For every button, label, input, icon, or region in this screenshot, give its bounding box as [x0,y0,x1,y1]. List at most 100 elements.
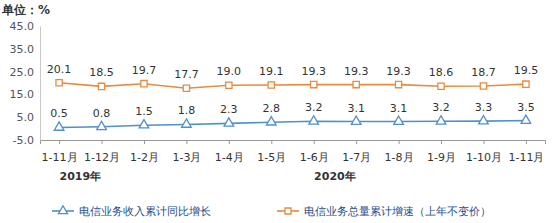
data-label: 19.7 [132,64,157,77]
series-marker [141,81,147,87]
x-tick-mark [356,140,357,144]
x-tick: 1-10月 [466,140,502,164]
year-label: 2020年 [314,170,356,183]
y-tick: 25.0 [10,66,41,79]
x-tick-mark [59,140,60,144]
series-line [59,121,526,128]
x-tick-mark [102,140,103,144]
x-tick-mark [144,140,145,144]
series-marker [266,117,276,125]
legend-marker [285,208,291,214]
x-tick-label: 1-3月 [172,151,201,164]
y-axis-title: 单位：% [1,3,50,17]
x-tick-mark [314,140,315,144]
x-tick-label: 1-7月 [342,151,371,164]
series-marker [97,121,107,129]
data-label: 18.6 [429,66,454,79]
y-tick: 45.0 [10,20,41,33]
data-label: 1.8 [178,104,196,117]
series-marker [226,82,232,88]
y-tick-label: -5.0 [13,134,34,147]
y-axis: -5.0 5.0 15.0 25.0 35.0 45.0 [10,20,41,147]
y-tick-label: 35.0 [10,43,35,56]
series-marker [395,81,401,87]
series-line [59,83,526,88]
x-tick-mark [399,140,400,144]
series-marker [54,122,64,130]
data-label: 3.1 [347,102,365,115]
x-tick: 1-2月 [130,140,159,164]
x-tick-label: 1-11月 [508,151,544,164]
data-label: 19.1 [259,65,284,78]
x-tick: 1-9月 [427,140,456,164]
data-label: 19.3 [301,65,326,78]
data-label: 19.3 [386,65,411,78]
legend: 电信业务收入累计同比增长 电信业务总量累计增速（上年不变价） [52,205,491,218]
marks [54,80,530,131]
x-tick-mark [229,140,230,144]
x-tick-label: 1-12月 [84,151,120,164]
x-tick-label: 1-8月 [385,151,414,164]
legend-item: 电信业务收入累计同比增长 [52,205,211,218]
x-tick: 1-3月 [172,140,201,164]
x-tick-label: 1-2月 [130,151,159,164]
x-tick-label: 1-4月 [215,151,244,164]
series-marker [139,120,149,128]
y-tick-label: 45.0 [10,20,35,33]
x-tick-label: 1-10月 [466,151,502,164]
x-tick-mark [441,140,442,144]
chart: -5.0 5.0 15.0 25.0 35.0 45.0 1-11月 1-12月 1-2月 1-3… [0,0,559,223]
x-axis-line [41,141,546,145]
data-label: 18.5 [89,66,114,79]
legend-label: 电信业务总量累计增速（上年不变价） [304,205,491,218]
plot: -5.0 5.0 15.0 25.0 35.0 45.0 1-11月 1-12月 1-2月 1-3… [10,20,546,183]
data-label: 3.3 [475,101,493,114]
data-label: 3.2 [432,101,450,114]
x-tick-label: 1-6月 [300,151,329,164]
series-marker [268,82,274,88]
x-tick-mark [526,140,527,144]
x-tick: 1-11月 [42,140,78,164]
data-label: 1.5 [135,105,153,118]
data-label: 19.5 [514,64,539,77]
y-tick: 35.0 [10,43,41,56]
data-label: 3.2 [305,101,323,114]
x-tick-label: 1-9月 [427,151,456,164]
y-tick: 15.0 [10,88,41,101]
x-tick: 1-8月 [385,140,414,164]
series-marker [521,115,531,123]
series-marker [523,81,529,87]
year-label: 2019年 [60,170,102,183]
data-label: 18.7 [471,66,496,79]
series-marker [309,116,319,124]
series-marker [183,85,189,91]
x-tick: 1-6月 [300,140,329,164]
y-axis-line [40,27,41,141]
y-tick: 5.0 [17,111,41,124]
series-marker [394,116,404,124]
series-marker [353,81,359,87]
data-label: 0.5 [50,107,67,120]
series-marker [56,80,62,86]
data-label: 19.0 [217,65,242,78]
series-marker [98,83,104,89]
y-tick: -5.0 [13,134,40,147]
x-tick: 1-7月 [342,140,371,164]
data-labels: 0.50.81.51.82.32.83.23.13.13.23.33.520.1… [47,63,538,121]
series-marker [311,81,317,87]
x-tick-label: 1-5月 [257,151,286,164]
y-tick-label: 25.0 [10,66,35,79]
data-label: 3.1 [390,102,408,115]
series-marker [438,83,444,89]
y-tick-label: 5.0 [17,111,35,124]
series-marker [480,83,486,89]
data-label: 2.8 [263,102,281,115]
data-label: 19.3 [344,65,369,78]
x-tick-mark [186,140,187,144]
x-tick: 1-11月 [508,140,544,164]
series-marker [436,116,446,124]
legend-item: 电信业务总量累计增速（上年不变价） [277,205,491,218]
series-marker [479,116,489,124]
x-tick-label: 1-11月 [42,151,78,164]
x-tick: 1-5月 [257,140,286,164]
